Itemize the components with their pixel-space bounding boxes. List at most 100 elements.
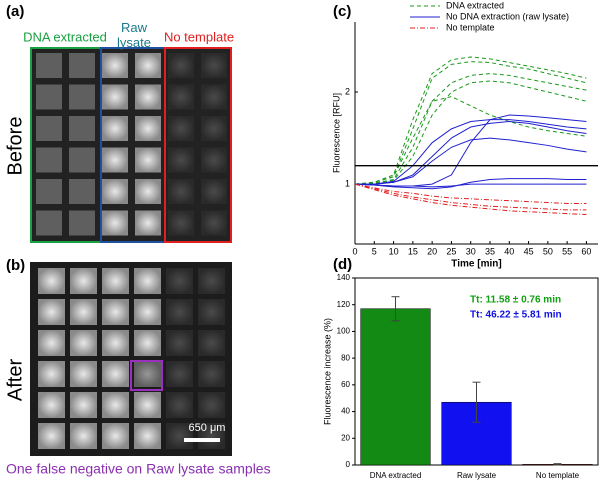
well bbox=[166, 330, 193, 356]
x-tick-label: 10 bbox=[389, 246, 399, 256]
well bbox=[168, 53, 194, 78]
well bbox=[166, 361, 193, 387]
well bbox=[38, 392, 65, 418]
curve bbox=[355, 120, 587, 185]
curve bbox=[354, 73, 587, 185]
well bbox=[134, 361, 161, 387]
well bbox=[134, 299, 161, 325]
caption: One false negative on Raw lysate samples bbox=[6, 461, 271, 477]
well bbox=[168, 210, 194, 236]
error-bar bbox=[553, 463, 562, 466]
y-tick-label: 1 bbox=[345, 178, 350, 188]
well bbox=[135, 53, 161, 78]
curve bbox=[354, 183, 587, 211]
well bbox=[70, 361, 97, 387]
well bbox=[168, 84, 194, 110]
well bbox=[36, 147, 62, 173]
well bbox=[102, 179, 128, 204]
error-bar bbox=[391, 296, 400, 322]
bar bbox=[360, 308, 431, 466]
x-tick-label: 20 bbox=[427, 246, 437, 256]
well bbox=[69, 179, 95, 204]
x-tick-label: 0 bbox=[352, 246, 357, 256]
well bbox=[70, 299, 97, 325]
x-tick-label: 40 bbox=[504, 246, 514, 256]
well bbox=[198, 361, 225, 387]
curve bbox=[354, 56, 587, 185]
well bbox=[198, 268, 225, 294]
well bbox=[69, 147, 95, 173]
well bbox=[102, 84, 128, 110]
well bbox=[102, 392, 129, 418]
well bbox=[102, 147, 128, 173]
well bbox=[70, 392, 97, 418]
well bbox=[69, 53, 95, 78]
well bbox=[36, 53, 62, 78]
scale-label: 650 μm bbox=[189, 422, 226, 434]
y-tick-label: 20 bbox=[341, 433, 350, 442]
y-tick-label: 0 bbox=[346, 460, 351, 469]
well bbox=[70, 423, 97, 449]
x-axis-label: Time [min] bbox=[451, 259, 501, 270]
y-axis-label: Fluorescence increase (%) bbox=[322, 318, 332, 425]
well bbox=[198, 423, 225, 449]
highlight-box bbox=[130, 360, 163, 391]
well bbox=[69, 116, 95, 141]
group-label: Raw lysate bbox=[117, 20, 151, 50]
well bbox=[201, 84, 227, 110]
well bbox=[102, 330, 129, 356]
curve bbox=[354, 61, 587, 185]
well bbox=[201, 116, 227, 141]
well bbox=[70, 330, 97, 356]
group-box bbox=[164, 47, 232, 243]
y-tick-label: 60 bbox=[341, 380, 350, 389]
well bbox=[166, 268, 193, 294]
microscopy-after: 650 μm bbox=[30, 262, 232, 456]
well bbox=[134, 392, 161, 418]
legend-label: No DNA extraction (raw lysate) bbox=[446, 11, 569, 21]
panel-label: (a) bbox=[6, 3, 24, 20]
x-tick-label: 50 bbox=[543, 246, 553, 256]
well bbox=[102, 423, 129, 449]
well bbox=[102, 210, 128, 236]
x-tick-label: 25 bbox=[446, 246, 456, 256]
x-tick-label: 60 bbox=[581, 246, 591, 256]
well bbox=[168, 147, 194, 173]
group-label: DNA extracted bbox=[23, 29, 107, 44]
curve bbox=[354, 80, 587, 185]
well bbox=[134, 330, 161, 356]
well bbox=[38, 361, 65, 387]
x-tick-label: DNA extracted bbox=[370, 471, 422, 480]
x-tick-label: 55 bbox=[562, 246, 572, 256]
well bbox=[102, 53, 128, 78]
image-bg bbox=[30, 48, 232, 243]
well bbox=[102, 361, 129, 387]
well bbox=[201, 179, 227, 204]
legend-label: DNA extracted bbox=[446, 0, 504, 10]
well bbox=[166, 423, 193, 449]
well bbox=[201, 147, 227, 173]
curve bbox=[354, 178, 587, 190]
well bbox=[70, 268, 97, 294]
x-tick-label: 35 bbox=[485, 246, 495, 256]
well bbox=[102, 116, 128, 141]
y-tick-label: 140 bbox=[337, 273, 351, 282]
legend-label: No template bbox=[446, 22, 495, 32]
well bbox=[198, 392, 225, 418]
well bbox=[135, 116, 161, 141]
panel-label: (c) bbox=[333, 3, 351, 20]
group-label: No template bbox=[164, 29, 234, 44]
curve bbox=[355, 119, 587, 185]
well bbox=[69, 84, 95, 110]
x-tick-label: Raw lysate bbox=[457, 471, 497, 480]
side-label: Before bbox=[4, 117, 26, 176]
well bbox=[69, 210, 95, 236]
well bbox=[38, 423, 65, 449]
well bbox=[135, 179, 161, 204]
curve bbox=[354, 183, 587, 188]
x-tick-label: 30 bbox=[466, 246, 476, 256]
x-tick-label: 15 bbox=[408, 246, 418, 256]
x-tick-label: 45 bbox=[524, 246, 534, 256]
